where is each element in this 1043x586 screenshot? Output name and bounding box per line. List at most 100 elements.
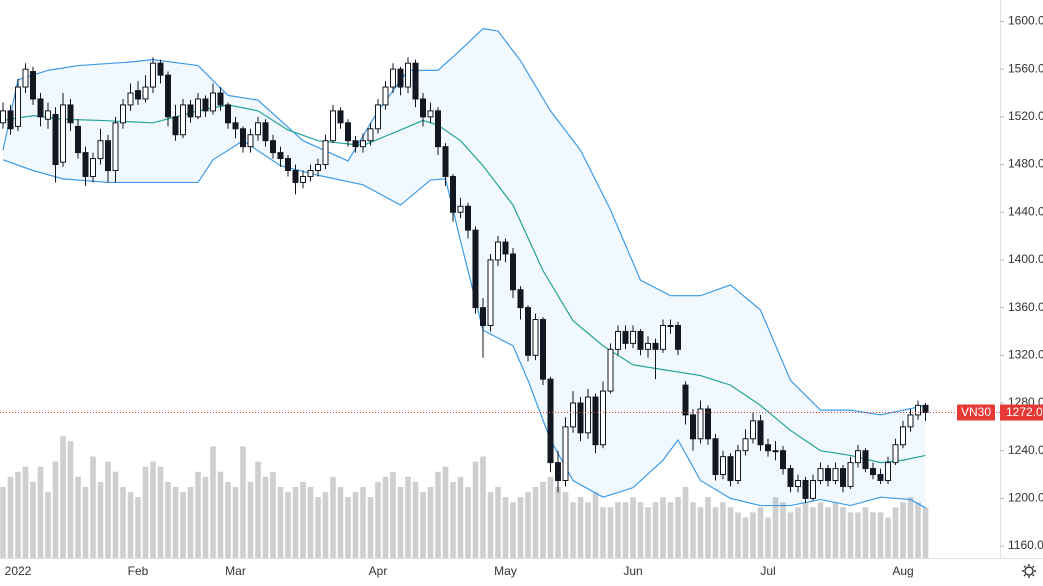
volume-bar <box>367 497 374 558</box>
volume-bar <box>60 436 66 558</box>
volume-bar <box>735 512 741 558</box>
y-tick-label: 1600.0 <box>1008 14 1043 28</box>
volume-bar <box>607 507 614 558</box>
volume-bar <box>720 502 726 558</box>
candle-body <box>682 384 689 416</box>
volume-bar <box>705 497 711 558</box>
candle-body <box>247 134 254 148</box>
volume-bar <box>360 486 366 558</box>
candle-body <box>525 307 531 356</box>
last-price-badge <box>1000 404 1043 421</box>
candle-body <box>855 450 861 464</box>
candle-body <box>547 378 554 464</box>
y-tick-label: 1560.0 <box>1008 61 1043 75</box>
candle-body <box>487 259 494 326</box>
candle-body <box>232 122 239 130</box>
candle-body <box>705 408 711 440</box>
candle-body <box>457 205 464 213</box>
candle-body <box>780 450 786 470</box>
y-tick-label: 1320.0 <box>1008 347 1043 361</box>
y-tick-label: 1360.0 <box>1008 300 1043 314</box>
candle-body <box>52 113 59 166</box>
volume-bar <box>900 502 906 558</box>
volume-bar <box>345 497 351 558</box>
volume-bar <box>7 476 14 558</box>
candle-body <box>570 402 576 428</box>
candle-body <box>270 140 276 154</box>
candle-body <box>840 468 846 487</box>
volume-bar <box>270 471 276 558</box>
volume-layer <box>0 436 929 558</box>
candle-body <box>37 98 44 118</box>
y-tick-label: 1480.0 <box>1008 157 1043 171</box>
volume-bar <box>472 461 479 558</box>
candle-body <box>345 122 351 142</box>
symbol-badge <box>957 404 995 421</box>
candle-body <box>22 68 29 88</box>
volume-bar <box>757 507 764 558</box>
volume-bar <box>330 476 336 558</box>
volume-bar <box>157 466 164 558</box>
candle-body <box>510 253 516 291</box>
volume-bar <box>922 507 929 558</box>
volume-bar <box>862 507 869 558</box>
volume-bar <box>825 507 831 558</box>
volume-bar <box>832 502 839 558</box>
settings-icon[interactable] <box>1022 564 1036 578</box>
candle-body <box>697 408 704 440</box>
volume-bar <box>120 486 126 558</box>
volume-bar <box>165 481 171 558</box>
volume-bar <box>495 486 501 558</box>
candle-body <box>652 342 659 350</box>
volume-bar <box>487 492 494 558</box>
candle-body <box>382 86 389 106</box>
candle-body <box>172 116 179 136</box>
volume-bar <box>397 486 404 558</box>
candle-body <box>315 164 321 172</box>
candle-body <box>847 462 854 487</box>
candle-body <box>637 330 644 350</box>
volume-bar <box>742 517 749 558</box>
candle-body <box>82 152 89 177</box>
candle-body <box>465 205 471 231</box>
candle-body <box>802 480 809 499</box>
volume-bar <box>352 492 359 558</box>
volume-bar <box>615 502 621 558</box>
volume-bar <box>630 497 636 558</box>
volume-bar <box>915 502 921 558</box>
volume-bar <box>592 492 599 558</box>
settings-gear <box>1024 566 1034 576</box>
candle-body <box>607 348 614 392</box>
candle-body <box>322 140 329 166</box>
candle-body <box>367 128 374 142</box>
candle-body <box>225 104 231 124</box>
candle-body <box>630 330 636 344</box>
candle-body <box>45 110 51 120</box>
volume-bar <box>510 502 516 558</box>
volume-bar <box>90 456 96 558</box>
volume-bar <box>150 461 156 558</box>
candle-body <box>7 110 14 130</box>
volume-bar <box>225 481 231 558</box>
candle-body <box>300 175 306 183</box>
volume-bar <box>277 486 284 558</box>
candle-body <box>105 140 111 171</box>
candle-body <box>405 62 411 88</box>
volume-bar <box>585 502 591 558</box>
volume-bar <box>795 507 801 558</box>
volume-bar <box>532 486 539 558</box>
candle-body <box>60 104 66 163</box>
volume-bar <box>135 497 141 558</box>
volume-bar <box>555 486 561 558</box>
candle-body <box>915 404 921 416</box>
candle-body <box>292 170 299 183</box>
x-tick-label: Mar <box>225 564 246 578</box>
candle-body <box>30 71 36 100</box>
candle-body <box>750 420 756 440</box>
candle-body <box>277 152 284 160</box>
x-tick-label: Jun <box>623 564 642 578</box>
y-tick-label: 1200.0 <box>1008 491 1043 505</box>
candle-body <box>742 438 749 452</box>
candle-body <box>15 86 21 127</box>
